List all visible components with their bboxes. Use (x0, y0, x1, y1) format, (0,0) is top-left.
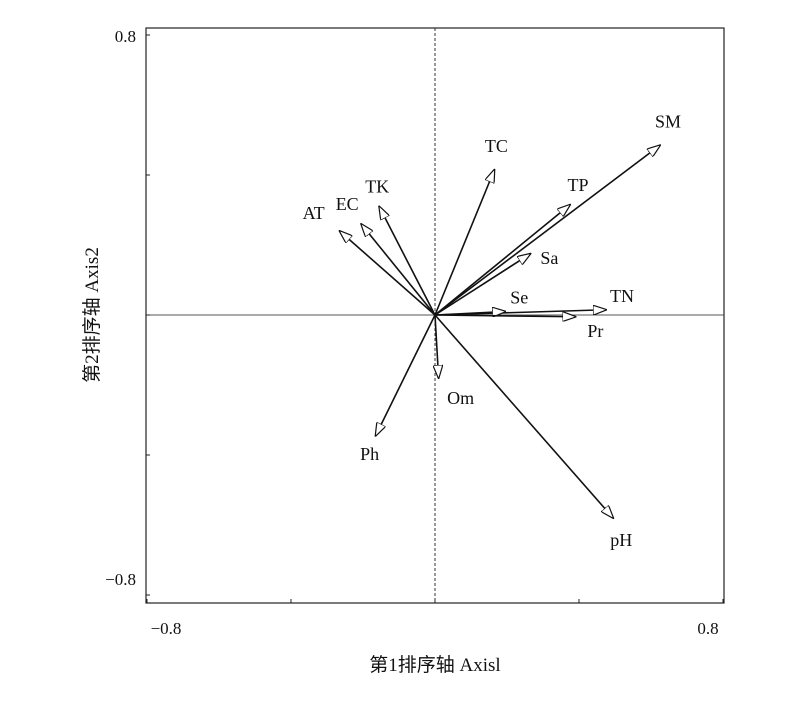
vector-arrow-pr (434, 315, 575, 317)
vector-labels: SM TC TP Sa TN Se Pr TK EC AT Om Ph pH (303, 111, 681, 550)
vector-label-ph: Ph (360, 444, 379, 464)
x-axis-label: 第1排序轴 Axisl (369, 654, 500, 676)
x-tick-label-right: 0.8 (697, 619, 718, 638)
vector-arrow-tp (434, 205, 570, 316)
vector-arrow-ph (376, 314, 436, 436)
x-tick-label-left: −0.8 (151, 619, 182, 638)
axis-ticks (146, 34, 724, 603)
vector-label-tn: TN (610, 286, 634, 306)
vector-arrow-sm (434, 145, 660, 316)
vector-label-at: AT (303, 203, 325, 223)
vector-label-ph: pH (610, 530, 632, 550)
vector-arrow-tc (434, 170, 494, 316)
vector-arrow-sa (434, 254, 530, 316)
vector-series (340, 145, 660, 518)
vector-arrow-at (340, 231, 436, 316)
vector-label-pr: Pr (587, 321, 603, 341)
vector-label-sa: Sa (540, 248, 558, 268)
vector-arrow-om (435, 314, 439, 378)
y-tick-label-bottom: −0.8 (105, 570, 136, 589)
vector-label-ec: EC (336, 194, 359, 214)
vector-label-tc: TC (485, 136, 508, 156)
y-tick-label-top: 0.8 (115, 27, 136, 46)
vector-label-tk: TK (365, 177, 389, 197)
vector-label-se: Se (510, 288, 528, 308)
vector-label-sm: SM (655, 111, 681, 131)
y-axis-label: 第2排序轴 Axis2 (81, 247, 103, 383)
vector-arrow-ph (434, 314, 613, 518)
vector-label-om: Om (447, 388, 474, 408)
vector-label-tp: TP (567, 175, 588, 195)
vector-arrow-tk (379, 207, 436, 316)
vector-arrow-ec (361, 224, 436, 316)
